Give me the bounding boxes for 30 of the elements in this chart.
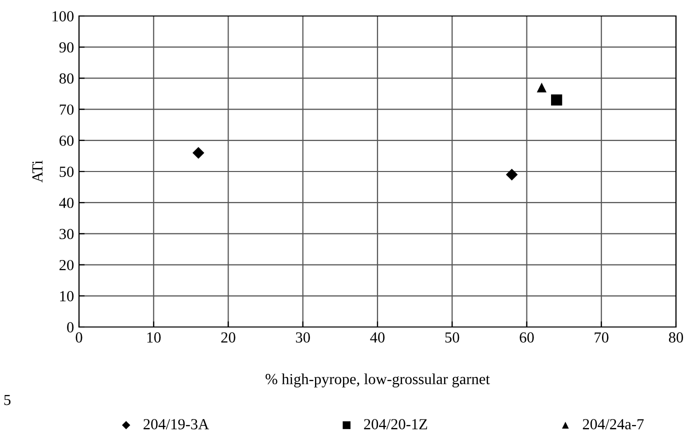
y-axis-title: ATi (32, 160, 42, 183)
y-tick-label: 50 (60, 166, 74, 177)
x-tick-label: 20 (221, 332, 236, 343)
legend-label: 204/19-3A (144, 419, 210, 430)
legend-label: 204/20-1Z (364, 419, 428, 430)
x-tick-label: 50 (445, 332, 460, 343)
x-tick-label: 80 (668, 332, 684, 343)
y-tick-label: 0 (67, 322, 74, 332)
y-tick-label: 90 (59, 42, 74, 53)
point (192, 146, 204, 159)
x-tick-label: 10 (147, 332, 161, 343)
x-tick-label: 30 (296, 332, 310, 343)
y-tick-label: 80 (59, 73, 74, 84)
x-tick-label: 0 (76, 332, 82, 343)
point (506, 168, 518, 180)
y-tick-label: 30 (60, 228, 74, 240)
y-tick-label: 70 (60, 104, 74, 115)
y-tick-label: 100 (52, 11, 74, 22)
y-tick-label: 20 (60, 260, 74, 270)
y-tick-label: 60 (60, 136, 74, 146)
point (536, 82, 547, 92)
legend-label: 204/24a-7 (582, 419, 644, 430)
point (551, 94, 562, 106)
x-axis-title: % high-pyrope, low-grossular garnet (266, 373, 490, 388)
y-tick-label: 40 (59, 198, 74, 208)
x-tick-label: 70 (594, 332, 608, 343)
y-tick-label: 10 (60, 291, 74, 302)
text: 5 (4, 394, 10, 406)
x-tick-label: 60 (520, 332, 534, 343)
x-tick-label: 40 (370, 332, 385, 343)
